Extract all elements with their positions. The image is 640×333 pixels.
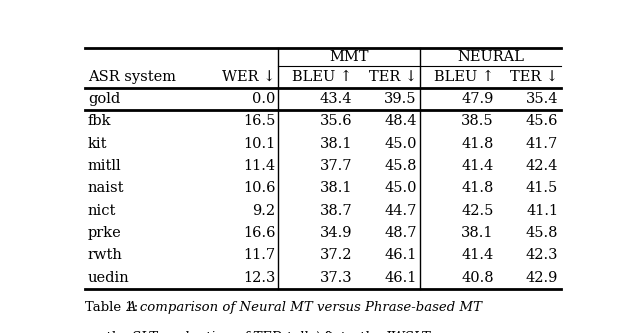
Text: 44.7: 44.7 bbox=[385, 203, 417, 217]
Text: Table 1:: Table 1: bbox=[85, 301, 143, 314]
Text: 41.4: 41.4 bbox=[461, 248, 493, 262]
Text: NEURAL: NEURAL bbox=[457, 50, 524, 64]
Text: 10.6: 10.6 bbox=[243, 181, 275, 195]
Text: 41.4: 41.4 bbox=[461, 159, 493, 173]
Text: naist: naist bbox=[88, 181, 124, 195]
Text: 35.6: 35.6 bbox=[319, 114, 352, 128]
Text: 46.1: 46.1 bbox=[385, 248, 417, 262]
Text: 38.1: 38.1 bbox=[320, 181, 352, 195]
Text: on the SLT evaluation of TED talks (tst: on the SLT evaluation of TED talks (tst bbox=[85, 331, 346, 333]
Text: 48.4: 48.4 bbox=[384, 114, 417, 128]
Text: BLEU ↑: BLEU ↑ bbox=[292, 70, 352, 84]
Text: 42.3: 42.3 bbox=[525, 248, 558, 262]
Text: 34.9: 34.9 bbox=[320, 226, 352, 240]
Text: 38.1: 38.1 bbox=[320, 137, 352, 151]
Text: 42.5: 42.5 bbox=[461, 203, 493, 217]
Text: rwth: rwth bbox=[88, 248, 123, 262]
Text: 41.7: 41.7 bbox=[526, 137, 558, 151]
Text: 43.4: 43.4 bbox=[320, 92, 352, 106]
Text: MMT: MMT bbox=[330, 50, 369, 64]
Text: 38.1: 38.1 bbox=[461, 226, 493, 240]
Text: 40.8: 40.8 bbox=[461, 270, 493, 284]
Text: 45.8: 45.8 bbox=[525, 226, 558, 240]
Text: 45.6: 45.6 bbox=[525, 114, 558, 128]
Text: uedin: uedin bbox=[88, 270, 130, 284]
Text: 0.0: 0.0 bbox=[252, 92, 275, 106]
Text: 37.3: 37.3 bbox=[319, 270, 352, 284]
Text: 39.5: 39.5 bbox=[384, 92, 417, 106]
Text: 9.2: 9.2 bbox=[252, 203, 275, 217]
Text: 41.8: 41.8 bbox=[461, 137, 493, 151]
Text: 41.8: 41.8 bbox=[461, 181, 493, 195]
Text: fbk: fbk bbox=[88, 114, 111, 128]
Text: 38.5: 38.5 bbox=[461, 114, 493, 128]
Text: mitll: mitll bbox=[88, 159, 122, 173]
Text: TER ↓: TER ↓ bbox=[369, 70, 417, 84]
Text: 41.1: 41.1 bbox=[526, 203, 558, 217]
Text: 16.5: 16.5 bbox=[243, 114, 275, 128]
Text: kit: kit bbox=[88, 137, 108, 151]
Text: 12.3: 12.3 bbox=[243, 270, 275, 284]
Text: WER ↓: WER ↓ bbox=[222, 70, 275, 84]
Text: 35.4: 35.4 bbox=[525, 92, 558, 106]
Text: nict: nict bbox=[88, 203, 116, 217]
Text: ) from the JWSLT: ) from the JWSLT bbox=[314, 331, 430, 333]
Text: 45.0: 45.0 bbox=[384, 137, 417, 151]
Text: 46.1: 46.1 bbox=[385, 270, 417, 284]
Text: 38.7: 38.7 bbox=[319, 203, 352, 217]
Text: 37.7: 37.7 bbox=[320, 159, 352, 173]
Text: 11.4: 11.4 bbox=[243, 159, 275, 173]
Text: 45.0: 45.0 bbox=[384, 181, 417, 195]
Text: 10.1: 10.1 bbox=[243, 137, 275, 151]
Text: 16.6: 16.6 bbox=[243, 226, 275, 240]
Text: BLEU ↑: BLEU ↑ bbox=[433, 70, 493, 84]
Text: A comparison of Neural MT versus Phrase-based MT: A comparison of Neural MT versus Phrase-… bbox=[126, 301, 482, 314]
Text: 42.9: 42.9 bbox=[526, 270, 558, 284]
Text: ASR system: ASR system bbox=[88, 70, 176, 84]
Text: 48.7: 48.7 bbox=[384, 226, 417, 240]
Text: gold: gold bbox=[88, 92, 120, 106]
Text: 37.2: 37.2 bbox=[320, 248, 352, 262]
Text: 41.5: 41.5 bbox=[526, 181, 558, 195]
Text: 42.4: 42.4 bbox=[526, 159, 558, 173]
Text: TER ↓: TER ↓ bbox=[510, 70, 558, 84]
Text: 11.7: 11.7 bbox=[243, 248, 275, 262]
Text: 45.8: 45.8 bbox=[384, 159, 417, 173]
Text: prke: prke bbox=[88, 226, 122, 240]
Text: 47.9: 47.9 bbox=[461, 92, 493, 106]
